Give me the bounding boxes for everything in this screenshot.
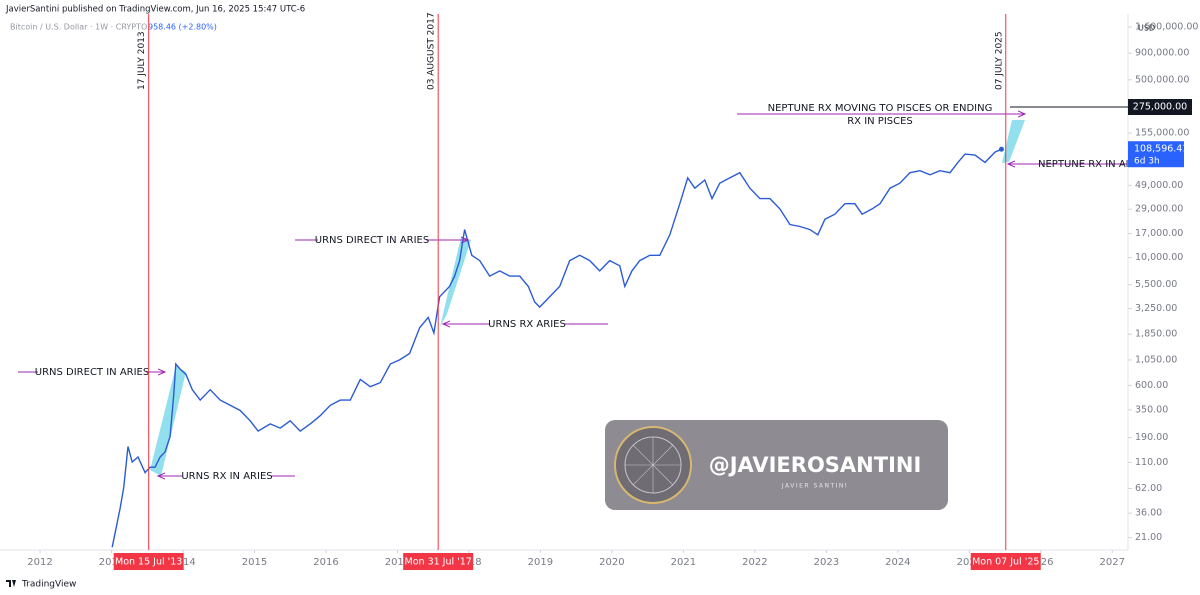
label-bg: [490, 317, 564, 331]
annotation: URNS RX ARIES: [488, 319, 566, 330]
annotation: URNS RX IN ARIES: [181, 471, 272, 482]
price-line: [111, 148, 1002, 548]
annotation: NEPTUNE RX MOVING TO PISCES OR ENDING: [768, 103, 993, 114]
x-tick-label: 2024: [885, 557, 910, 568]
symbol: Bitcoin / U.S. Dollar · 1W · CRYPTO: [10, 23, 147, 32]
change: 958.46 (+2.80%): [148, 23, 217, 32]
x-tick-label: 2026: [1028, 557, 1053, 568]
target-label: 275,000.00: [1133, 102, 1187, 113]
label-bg: [318, 233, 426, 247]
watermark-name: JAVIER SANTINI: [781, 483, 848, 490]
x-tick-label: 2019: [528, 557, 553, 568]
y-tick-label: 155,000.00: [1135, 128, 1189, 139]
x-tick-label: 2013: [99, 557, 124, 568]
y-tick-label: 190.00: [1135, 432, 1168, 443]
annotation: URNS DIRECT IN ARIES: [35, 367, 149, 378]
x-tick-label: 2017: [385, 557, 410, 568]
x-tick-label: 2025: [957, 557, 982, 568]
y-tick-label: 62.00: [1135, 483, 1162, 494]
x-tick-label: 2021: [671, 557, 696, 568]
date-note: 07 JULY 2025: [994, 31, 1004, 90]
x-tick-label: 2027: [1100, 557, 1125, 568]
target-label-bg: [1128, 99, 1192, 116]
y-tick-label: 900,000.00: [1135, 48, 1189, 59]
y-tick-label: 1,600,000.00: [1135, 22, 1198, 33]
annotation: URNS DIRECT IN ARIES: [315, 235, 429, 246]
x-tick-label: 2023: [814, 557, 839, 568]
y-tick-label: 36.00: [1135, 508, 1162, 519]
date-label-bg: [113, 553, 184, 570]
x-tick-label: 2012: [27, 557, 52, 568]
footer: TradingView: [21, 580, 76, 590]
last-price-label: 108,596.41: [1134, 144, 1188, 155]
currency: USD: [1138, 24, 1155, 33]
y-tick-label: 1,050.00: [1135, 354, 1177, 365]
series: [111, 148, 1002, 548]
date-label-bg: [403, 553, 474, 570]
y-tick-label: 17,000.00: [1135, 228, 1183, 239]
y-tick-label: 49,000.00: [1135, 180, 1183, 191]
watermark-box: [605, 420, 948, 510]
date-label: Mon 15 Jul '13: [115, 557, 182, 568]
watermark-handle: @JAVIEROSANTINI: [709, 453, 922, 477]
logo: [625, 437, 681, 493]
footer-logo: [6, 580, 16, 587]
label-bg: [38, 365, 146, 379]
last-point: [998, 146, 1004, 152]
x-tick-label: 2020: [599, 557, 624, 568]
date-note: 17 JULY 2013: [137, 31, 147, 90]
y-tick-label: 5,500.00: [1135, 279, 1177, 290]
y-tick-label: 1,850.00: [1135, 329, 1177, 340]
x-tick-label: 2016: [313, 557, 338, 568]
y-tick-label: 350.00: [1135, 404, 1168, 415]
annotation: NEPTUNE RX IN ARI: [1038, 159, 1136, 170]
date-label-bg: [970, 553, 1041, 570]
x-tick-label: 2015: [242, 557, 267, 568]
date-label: Mon 07 Jul '25: [972, 557, 1039, 568]
label-bg: [183, 469, 271, 483]
annotation: RX IN PISCES: [847, 116, 913, 127]
y-tick-label: 500,000.00: [1135, 74, 1189, 85]
highlight: [1002, 120, 1025, 163]
highlight: [440, 237, 471, 327]
date-note: 03 AUGUST 2017: [427, 12, 437, 90]
x-tick-label: 2022: [742, 557, 767, 568]
date-label: Mon 31 Jul '17: [405, 557, 472, 568]
publisher: JavierSantini published on TradingView.c…: [5, 5, 305, 15]
y-tick-label: 29,000.00: [1135, 204, 1183, 215]
countdown: 6d 3h: [1134, 157, 1160, 167]
y-tick-label: 600.00: [1135, 380, 1168, 391]
y-tick-label: 3,250.00: [1135, 303, 1177, 314]
y-tick-label: 21.00: [1135, 532, 1162, 543]
y-tick-label: 110.00: [1135, 457, 1168, 468]
y-tick-label: 10,000.00: [1135, 252, 1183, 263]
last-price-bg: [1128, 141, 1184, 168]
highlight: [150, 366, 186, 476]
